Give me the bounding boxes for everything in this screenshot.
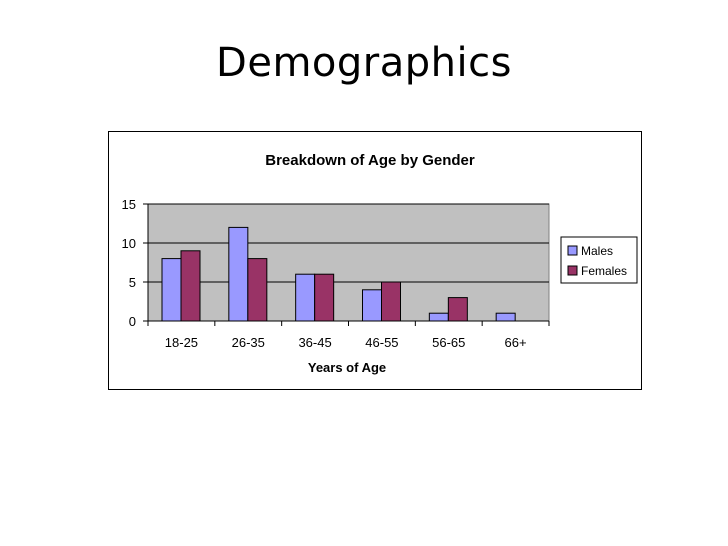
chart-title: Breakdown of Age by Gender <box>265 152 475 169</box>
x-tick-label: 56-65 <box>432 335 465 350</box>
bar-males-66+ <box>495 312 516 322</box>
x-tick-label: 26-35 <box>232 335 265 350</box>
x-tick-label: 18-25 <box>165 335 198 350</box>
bar-females-46-55 <box>381 281 401 322</box>
x-tick-label: 46-55 <box>365 335 398 350</box>
y-tick-label: 5 <box>129 275 136 290</box>
y-tick-label: 15 <box>122 197 136 212</box>
bar-females-56-65 <box>447 297 468 322</box>
bar-females-26-35 <box>247 258 268 322</box>
x-tick-label: 36-45 <box>298 335 331 350</box>
legend-swatch-females <box>567 265 578 276</box>
slide-title: Demographics <box>216 40 512 86</box>
y-tick-label: 0 <box>129 314 136 329</box>
plot-area <box>147 203 550 322</box>
x-tick-label: 66+ <box>505 335 527 350</box>
bar-females-36-45 <box>314 273 335 322</box>
bar-males-26-35 <box>228 226 249 322</box>
legend-swatch-males <box>567 245 578 256</box>
legend-label-females: Females <box>581 264 627 278</box>
x-axis-label: Years of Age <box>308 360 386 375</box>
bar-males-36-45 <box>295 273 316 322</box>
legend-label-males: Males <box>581 244 613 258</box>
bar-males-18-25 <box>161 258 182 322</box>
bar-females-18-25 <box>180 250 201 322</box>
bar-males-56-65 <box>428 312 449 322</box>
bar-males-46-55 <box>362 289 382 322</box>
legend: Males Females <box>560 236 638 284</box>
y-tick-label: 10 <box>122 236 136 251</box>
